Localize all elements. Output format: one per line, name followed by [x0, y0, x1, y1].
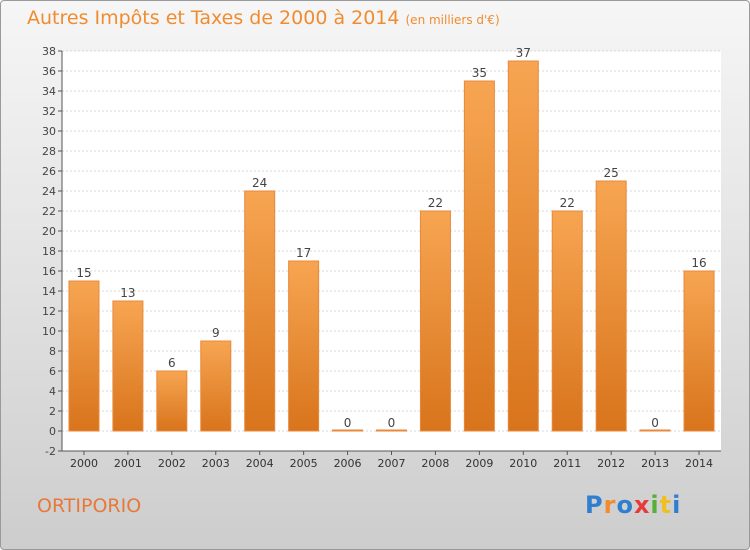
bar-value-label: 35 — [472, 66, 487, 80]
x-tick-label: 2013 — [641, 457, 669, 470]
bar-value-label: 37 — [516, 46, 531, 60]
logo-letter: x — [633, 491, 651, 519]
bar-value-label: 25 — [604, 166, 619, 180]
bar-value-label: 6 — [168, 356, 176, 370]
bar — [156, 370, 188, 432]
proxiti-logo[interactable]: Proxiti — [585, 491, 681, 519]
bar — [639, 429, 671, 432]
y-tick-label: 22 — [42, 205, 56, 218]
bar — [419, 210, 451, 432]
y-tick-label: 24 — [42, 185, 56, 198]
bar-value-label: 13 — [120, 286, 135, 300]
y-tick-label: 34 — [42, 85, 56, 98]
y-tick-label: 28 — [42, 145, 56, 158]
x-tick-label: 2003 — [202, 457, 230, 470]
chart-title-text: Autres Impôts et Taxes de 2000 à 2014 — [27, 7, 400, 29]
x-tick-label: 2000 — [70, 457, 98, 470]
x-tick-label: 2002 — [158, 457, 186, 470]
bar — [595, 180, 627, 432]
y-tick-label: 38 — [42, 45, 56, 58]
logo-letter: o — [616, 491, 634, 519]
logo-letter: P — [585, 491, 604, 519]
bar-value-label: 16 — [691, 256, 706, 270]
logo-letter: t — [659, 491, 673, 519]
y-tick-label: 12 — [42, 305, 56, 318]
x-tick-label: 2014 — [685, 457, 713, 470]
x-tick-label: 2001 — [114, 457, 142, 470]
y-tick-label: 16 — [42, 265, 56, 278]
y-tick-label: 20 — [42, 225, 56, 238]
y-tick-label: 6 — [49, 365, 56, 378]
bar-value-label: 22 — [560, 196, 575, 210]
bar-value-label: 9 — [212, 326, 220, 340]
bar — [288, 260, 320, 432]
bar — [332, 429, 364, 432]
bar — [507, 60, 539, 432]
x-tick-label: 2009 — [465, 457, 493, 470]
y-tick-label: 8 — [49, 345, 56, 358]
bar-value-label: 17 — [296, 246, 311, 260]
y-tick-label: 0 — [49, 425, 56, 438]
x-tick-label: 2007 — [378, 457, 406, 470]
bar-value-label: 15 — [76, 266, 91, 280]
bar-value-label: 0 — [388, 416, 396, 430]
bar — [112, 300, 144, 432]
x-tick-label: 2008 — [421, 457, 449, 470]
chart-unit: (en milliers d'€) — [405, 13, 500, 27]
y-tick-label: 36 — [42, 65, 56, 78]
bar-value-label: 24 — [252, 176, 267, 190]
logo-letter: r — [603, 491, 617, 519]
bar — [376, 429, 407, 432]
bar — [683, 270, 715, 432]
y-tick-label: 32 — [42, 105, 56, 118]
bar — [551, 210, 583, 432]
bar-value-label: 22 — [428, 196, 443, 210]
y-tick-label: 18 — [42, 245, 56, 258]
bar — [68, 280, 100, 432]
chart-title: Autres Impôts et Taxes de 2000 à 2014 (en… — [27, 7, 500, 29]
bar-value-label: 0 — [651, 416, 659, 430]
x-tick-label: 2006 — [334, 457, 362, 470]
bar — [200, 340, 232, 432]
y-tick-label: 14 — [42, 285, 56, 298]
y-tick-label: 30 — [42, 125, 56, 138]
y-tick-label: 26 — [42, 165, 56, 178]
y-tick-label: 10 — [42, 325, 56, 338]
x-tick-label: 2011 — [553, 457, 581, 470]
y-tick-label: 4 — [49, 385, 56, 398]
logo-letter: i — [650, 491, 660, 519]
x-tick-label: 2005 — [290, 457, 318, 470]
x-tick-label: 2012 — [597, 457, 625, 470]
x-tick-label: 2010 — [509, 457, 537, 470]
bar — [244, 190, 276, 432]
commune-name: ORTIPORIO — [37, 495, 142, 517]
y-tick-label: 2 — [49, 405, 56, 418]
y-tick-label: -2 — [45, 445, 56, 458]
logo-letter: i — [672, 491, 682, 519]
bar-value-label: 0 — [344, 416, 352, 430]
x-tick-label: 2004 — [246, 457, 274, 470]
bar — [463, 80, 495, 432]
